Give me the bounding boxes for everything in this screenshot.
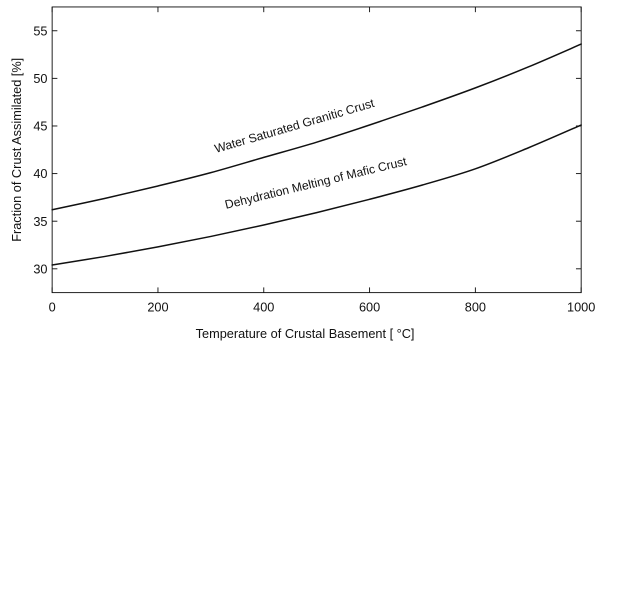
tick-group: 0 200 400 600 800 1000 30 35 40 45 50 55 (33, 6, 595, 315)
y-tick-label: 45 (33, 119, 47, 134)
series-group (51, 43, 582, 266)
x-tick-label: 1000 (567, 300, 595, 315)
y-tick-label: 55 (33, 23, 47, 38)
y-tick-label: 50 (33, 71, 47, 86)
label-group: Water Saturated Granitic CrustDehydratio… (213, 96, 409, 212)
y-tick-label: 40 (33, 166, 47, 181)
series-line-1 (51, 43, 582, 211)
x-tick-label: 800 (465, 300, 486, 315)
x-axis-title: Temperature of Crustal Basement [ °C] (196, 326, 415, 341)
x-tick-label: 600 (359, 300, 380, 315)
y-axis-title: Fraction of Crust Assimilated [%] (9, 58, 24, 242)
y-tick-label: 35 (33, 214, 47, 229)
series-label-2: Dehydration Melting of Mafic Crust (223, 154, 408, 212)
x-tick-label: 200 (147, 300, 168, 315)
y-tick-label: 30 (33, 261, 47, 276)
series-label-1: Water Saturated Granitic Crust (213, 96, 377, 156)
x-tick-label: 0 (49, 300, 56, 315)
series-line-2 (51, 124, 582, 266)
plot-frame (51, 6, 582, 294)
x-tick-label: 400 (253, 300, 274, 315)
